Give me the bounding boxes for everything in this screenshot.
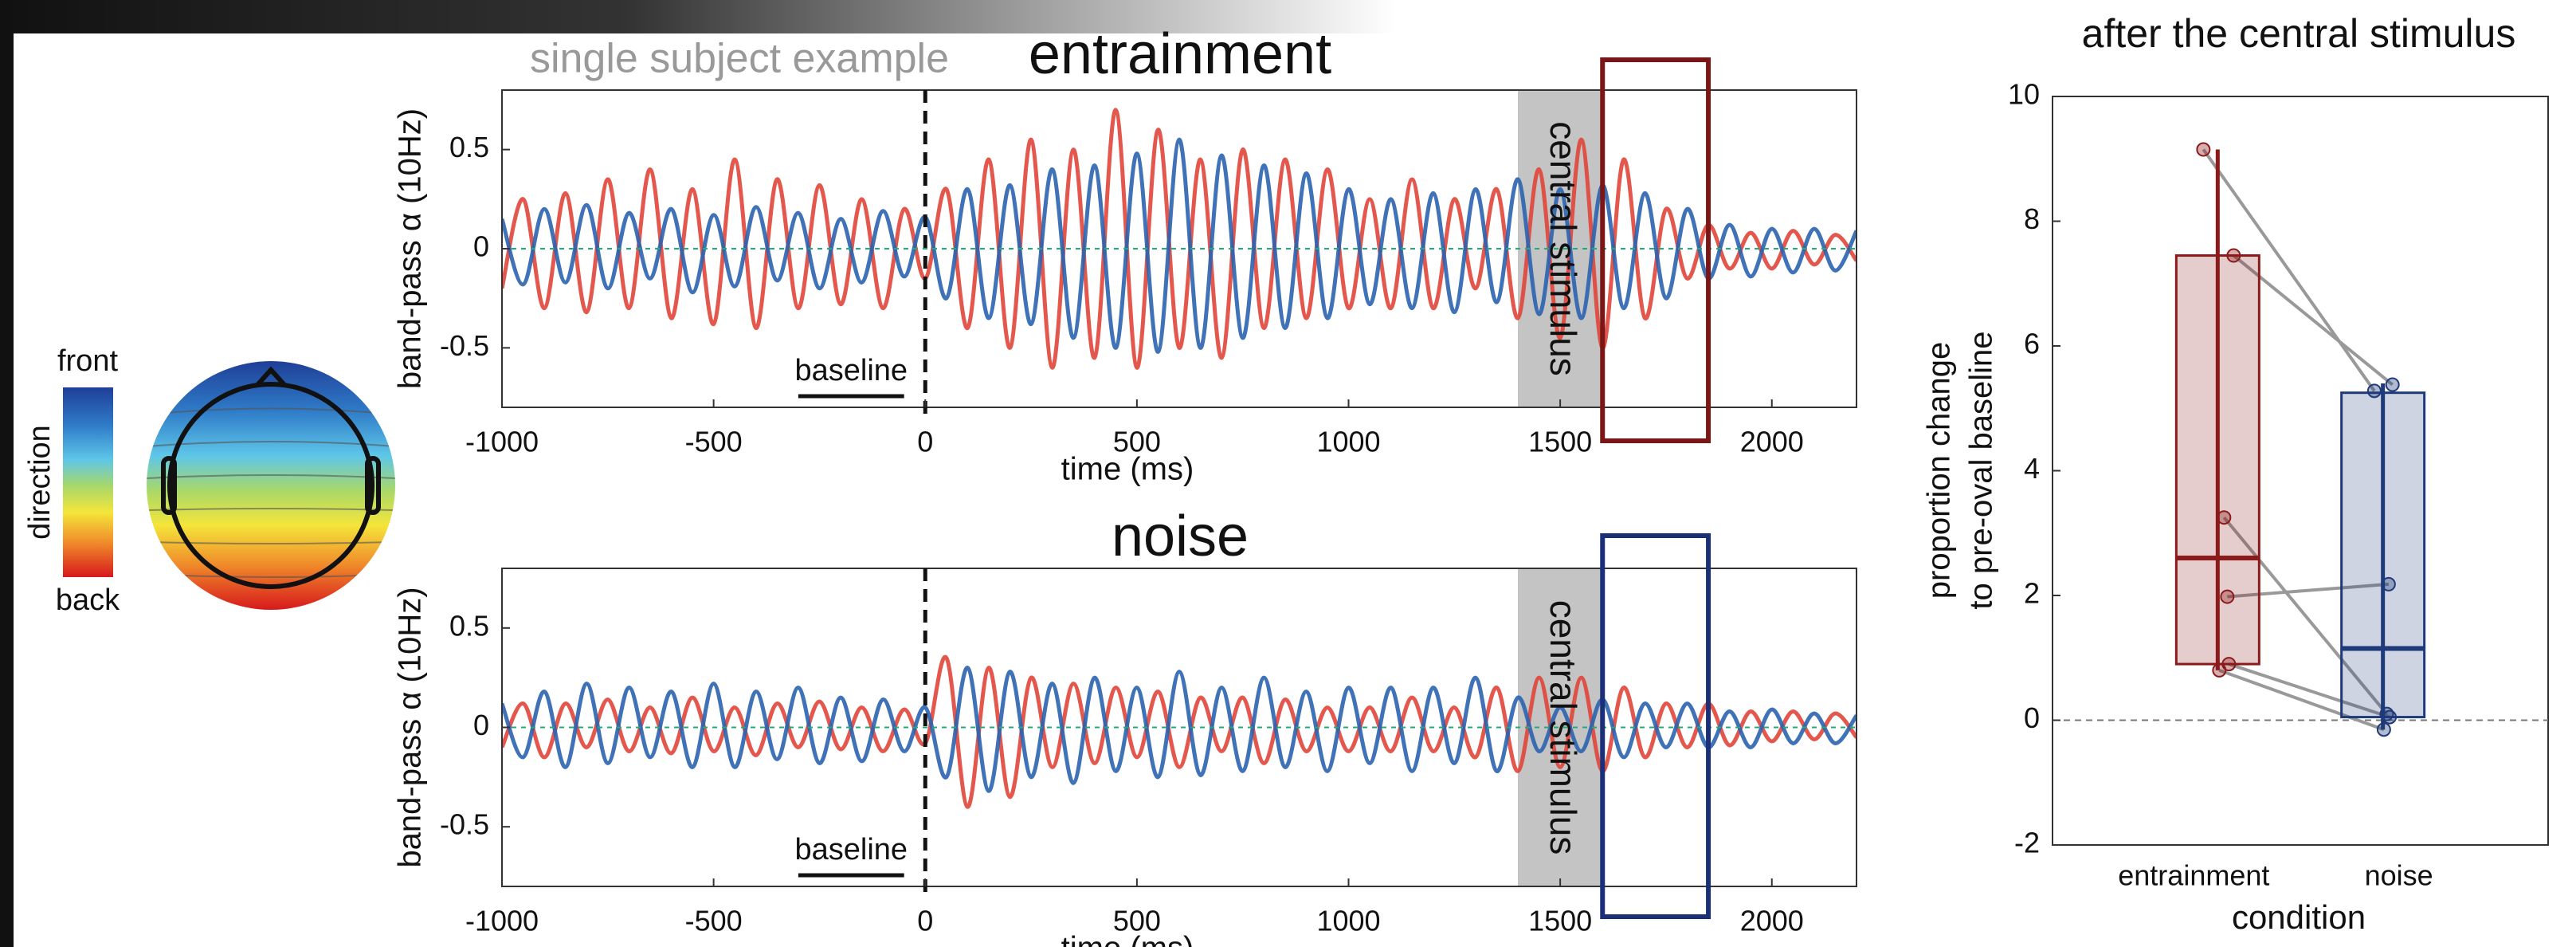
- y-axis-label: band-pass α (10Hz): [393, 108, 428, 389]
- colorbar: [63, 387, 113, 577]
- y-tick-label: -0.5: [440, 808, 489, 841]
- y-tick-label: 6: [2024, 328, 2040, 360]
- x-tick-label: 2000: [1740, 905, 1804, 937]
- subject-point: [2226, 248, 2241, 263]
- x-tick-label: 1000: [1316, 905, 1380, 937]
- analysis-window: [1600, 57, 1711, 443]
- pair-line: [2228, 662, 2390, 719]
- x-tick-label: 500: [1113, 905, 1161, 937]
- x-tick-label: -1000: [465, 426, 539, 458]
- pair-line: [2227, 582, 2390, 599]
- chart-subtitle: single subject example: [530, 36, 949, 82]
- x-tick-label: 1500: [1528, 905, 1592, 937]
- stimulus-shade: [1518, 568, 1603, 886]
- colorbar-bottom-label: back: [56, 584, 120, 617]
- y-tick-label: 0: [473, 230, 489, 263]
- x-axis-label: time (ms): [1061, 931, 1194, 947]
- y-tick-label: -2: [2014, 827, 2040, 859]
- chart-title: noise: [1112, 505, 1249, 568]
- x-tick-label: entrainment: [2118, 859, 2269, 892]
- pair-line: [2202, 148, 2376, 392]
- colorbar-label: direction: [23, 425, 57, 540]
- subject-point: [2366, 383, 2382, 399]
- stimulus-label: central stimulus: [1543, 600, 1584, 855]
- trace-line: [502, 108, 1857, 370]
- subject-point: [2376, 722, 2391, 737]
- x-tick-label: -500: [685, 426, 743, 458]
- subject-point: [2381, 576, 2396, 591]
- colorbar-top-label: front: [57, 344, 118, 378]
- header-bar: [0, 0, 1396, 33]
- subject-point: [2196, 142, 2211, 157]
- subject-point: [2385, 377, 2400, 392]
- x-tick-label: -500: [685, 905, 743, 937]
- y-axis-label: proportion change: [1922, 342, 1957, 599]
- plot-frame: [2052, 96, 2549, 846]
- chart-title: after the central stimulus: [2082, 11, 2516, 56]
- subject-point: [2220, 589, 2235, 604]
- pair-line: [2222, 516, 2389, 715]
- stimulus-shade: [1518, 90, 1603, 407]
- stimulus-label: central stimulus: [1543, 121, 1584, 376]
- traces: [502, 654, 1857, 809]
- analysis-window: [1600, 533, 1711, 919]
- x-tick-label: 500: [1113, 426, 1161, 458]
- x-axis-label: time (ms): [1061, 452, 1194, 487]
- y-tick-label: 0.5: [449, 131, 489, 163]
- trace-line: [502, 666, 1857, 793]
- y-tick-label: 0: [473, 709, 489, 741]
- subject-point: [2382, 709, 2398, 725]
- trace-line: [502, 137, 1857, 354]
- baseline-label: baseline: [795, 833, 908, 866]
- x-tick-label: noise: [2365, 859, 2433, 892]
- subject-point: [2217, 510, 2232, 525]
- x-tick-label: 1500: [1528, 426, 1592, 458]
- x-tick-label: -1000: [465, 905, 539, 937]
- y-axis-label: band-pass α (10Hz): [393, 587, 428, 867]
- x-axis-label: condition: [2232, 898, 2366, 936]
- chart-title: entrainment: [1029, 22, 1331, 86]
- y-tick-label: 0.5: [449, 609, 489, 642]
- x-tick-label: 0: [917, 426, 933, 458]
- subject-point: [2212, 662, 2227, 678]
- y-tick-label: 2: [2024, 577, 2040, 610]
- y-axis-label: to pre-oval baseline: [1964, 331, 1999, 609]
- pair-line: [2218, 669, 2385, 732]
- y-tick-label: 0: [2024, 701, 2040, 734]
- left-border: [0, 0, 14, 947]
- x-tick-label: 1000: [1316, 426, 1380, 458]
- traces: [502, 108, 1857, 370]
- y-tick-label: 10: [2008, 78, 2040, 111]
- y-tick-label: 4: [2024, 452, 2040, 485]
- x-tick-label: 2000: [1740, 426, 1804, 458]
- x-tick-label: 0: [917, 905, 933, 937]
- baseline-label: baseline: [795, 354, 908, 387]
- y-tick-label: 8: [2024, 202, 2040, 235]
- head-topography: [147, 361, 395, 610]
- y-tick-label: -0.5: [440, 329, 489, 362]
- trace-line: [502, 654, 1857, 809]
